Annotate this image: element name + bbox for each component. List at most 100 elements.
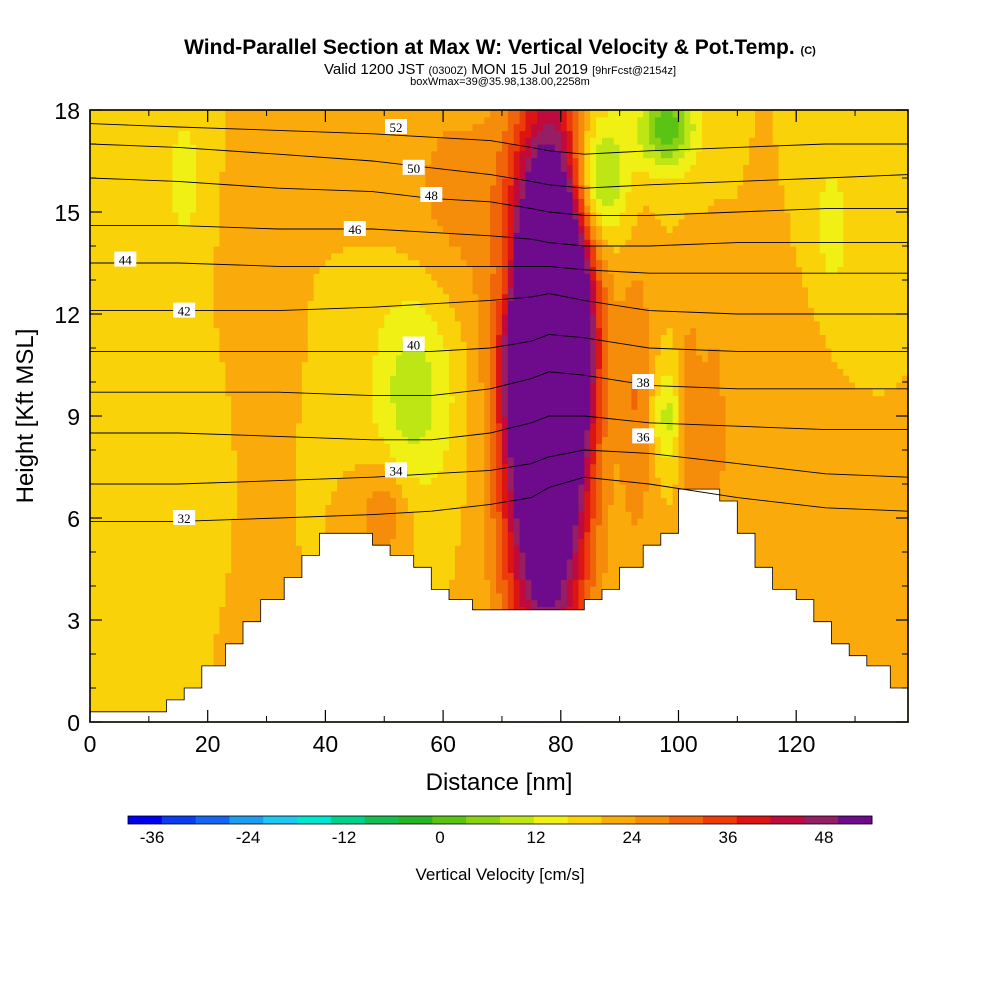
field-cell <box>225 477 232 485</box>
field-cell <box>295 538 303 546</box>
field-cell <box>431 558 438 567</box>
field-cell <box>855 579 862 587</box>
field-cell <box>531 552 538 560</box>
field-cell <box>831 579 838 587</box>
field-cell <box>819 613 827 621</box>
field-cell <box>843 497 850 505</box>
field-cell <box>855 626 862 635</box>
field-cell <box>101 572 109 580</box>
field-cell <box>254 518 262 526</box>
field-cell <box>231 531 238 539</box>
field-cell <box>95 572 103 580</box>
field-cell <box>831 592 838 601</box>
field-cell <box>213 606 221 614</box>
field-cell <box>766 531 774 539</box>
field-cell <box>813 599 821 607</box>
field-cell <box>119 558 126 567</box>
field-cell <box>372 490 379 499</box>
field-cell <box>354 504 362 512</box>
field-cell <box>95 565 103 573</box>
field-cell <box>478 592 485 601</box>
field-cell <box>160 681 168 689</box>
field-cell <box>802 477 809 485</box>
field-cell <box>802 558 809 567</box>
field-cell <box>107 674 115 682</box>
field-cell <box>172 647 179 655</box>
field-cell <box>166 688 173 696</box>
field-cell <box>137 579 144 587</box>
field-cell <box>219 511 226 519</box>
field-cell <box>537 504 544 512</box>
field-cell <box>190 626 197 635</box>
field-cell <box>896 640 903 648</box>
field-cell <box>519 518 527 526</box>
field-cell <box>831 606 838 614</box>
field-cell <box>572 552 580 560</box>
field-cell <box>525 586 532 594</box>
field-cell <box>272 490 279 499</box>
field-cell <box>554 579 562 587</box>
field-cell <box>884 511 891 519</box>
field-cell <box>560 511 568 519</box>
field-cell <box>807 484 815 492</box>
field-cell <box>319 511 326 519</box>
field-cell <box>660 497 668 505</box>
field-cell <box>131 545 138 553</box>
field-cell <box>142 681 150 689</box>
field-cell <box>825 606 833 614</box>
field-cell <box>860 531 868 539</box>
field-cell <box>837 572 844 580</box>
field-cell <box>148 667 156 675</box>
field-cell <box>254 538 262 546</box>
field-cell <box>101 620 109 628</box>
field-cell <box>243 565 250 573</box>
field-cell <box>90 531 97 539</box>
field-cell <box>601 558 609 567</box>
field-cell <box>137 620 144 628</box>
field-cell <box>525 579 532 587</box>
field-cell <box>190 545 197 553</box>
field-cell <box>884 545 891 553</box>
field-cell <box>560 545 568 553</box>
field-cell <box>95 626 103 635</box>
field-cell <box>560 518 568 526</box>
field-cell <box>137 599 144 607</box>
field-cell <box>643 504 650 512</box>
field-cell <box>607 524 615 533</box>
field-cell <box>419 558 427 567</box>
field-cell <box>125 538 132 546</box>
field-cell <box>878 531 886 539</box>
field-cell <box>119 694 126 703</box>
field-cell <box>890 647 897 655</box>
field-cell <box>137 497 144 505</box>
field-cell <box>607 490 615 499</box>
field-cell <box>284 511 291 519</box>
field-cell <box>366 497 374 505</box>
field-cell <box>313 477 321 485</box>
field-cell <box>613 552 621 560</box>
field-cell <box>178 654 185 662</box>
field-cell <box>260 490 268 499</box>
field-cell <box>784 524 791 533</box>
field-cell <box>519 511 527 519</box>
field-cell <box>284 565 291 573</box>
field-cell <box>584 586 591 594</box>
field-cell <box>260 504 268 512</box>
field-cell <box>195 647 203 655</box>
field-cell <box>443 579 450 587</box>
field-cell <box>825 558 833 567</box>
field-cell <box>90 484 97 492</box>
field-cell <box>837 497 844 505</box>
field-cell <box>166 592 173 601</box>
field-cell <box>431 531 438 539</box>
field-cell <box>290 538 297 546</box>
field-cell <box>172 626 179 635</box>
field-cell <box>813 545 821 553</box>
field-cell <box>813 552 821 560</box>
field-cell <box>572 524 580 533</box>
field-cell <box>525 511 532 519</box>
field-cell <box>878 504 886 512</box>
field-cell <box>272 579 279 587</box>
field-cell <box>284 572 291 580</box>
field-cell <box>207 504 215 512</box>
